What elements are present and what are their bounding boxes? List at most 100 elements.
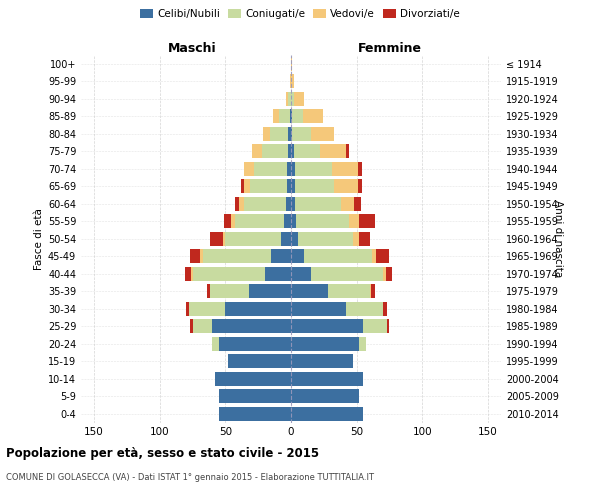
- Bar: [291, 144, 293, 158]
- Bar: [272, 110, 279, 123]
- Bar: [203, 250, 271, 263]
- Bar: [291, 354, 353, 368]
- Bar: [349, 214, 359, 228]
- Bar: [230, 214, 235, 228]
- Bar: [291, 127, 292, 140]
- Bar: [251, 144, 262, 158]
- Bar: [359, 337, 366, 350]
- Bar: [290, 110, 291, 123]
- Bar: [291, 232, 298, 245]
- Bar: [311, 267, 383, 280]
- Bar: [185, 267, 191, 280]
- Bar: [383, 302, 387, 316]
- Bar: [188, 302, 226, 316]
- Bar: [215, 372, 291, 386]
- Text: Maschi: Maschi: [168, 42, 217, 55]
- Bar: [291, 320, 363, 333]
- Bar: [212, 337, 219, 350]
- Bar: [293, 144, 320, 158]
- Bar: [219, 390, 291, 403]
- Bar: [291, 267, 311, 280]
- Bar: [291, 337, 359, 350]
- Bar: [291, 110, 292, 123]
- Bar: [263, 127, 270, 140]
- Bar: [386, 267, 392, 280]
- Bar: [209, 232, 223, 245]
- Bar: [291, 407, 363, 420]
- Bar: [244, 197, 286, 210]
- Bar: [287, 162, 291, 175]
- Bar: [358, 162, 362, 175]
- Bar: [279, 110, 290, 123]
- Bar: [303, 110, 323, 123]
- Bar: [200, 250, 203, 263]
- Bar: [262, 144, 289, 158]
- Bar: [311, 127, 334, 140]
- Bar: [292, 110, 303, 123]
- Bar: [186, 302, 188, 316]
- Bar: [289, 144, 291, 158]
- Bar: [304, 250, 373, 263]
- Bar: [358, 180, 362, 193]
- Bar: [370, 284, 371, 298]
- Bar: [359, 214, 375, 228]
- Bar: [295, 180, 334, 193]
- Bar: [286, 197, 291, 210]
- Text: Popolazione per età, sesso e stato civile - 2015: Popolazione per età, sesso e stato civil…: [6, 448, 319, 460]
- Bar: [289, 92, 291, 106]
- Text: COMUNE DI GOLASECCA (VA) - Dati ISTAT 1° gennaio 2015 - Elaborazione TUTTITALIA.: COMUNE DI GOLASECCA (VA) - Dati ISTAT 1°…: [6, 472, 374, 482]
- Bar: [298, 232, 353, 245]
- Bar: [353, 232, 359, 245]
- Bar: [346, 302, 383, 316]
- Bar: [239, 197, 244, 210]
- Bar: [224, 214, 230, 228]
- Y-axis label: Anni di nascita: Anni di nascita: [553, 200, 563, 278]
- Bar: [244, 162, 254, 175]
- Bar: [291, 180, 295, 193]
- Bar: [193, 267, 265, 280]
- Bar: [332, 162, 358, 175]
- Bar: [341, 197, 354, 210]
- Text: Femmine: Femmine: [358, 42, 421, 55]
- Bar: [346, 144, 349, 158]
- Bar: [295, 197, 341, 210]
- Bar: [226, 232, 281, 245]
- Bar: [212, 320, 291, 333]
- Bar: [244, 180, 250, 193]
- Legend: Celibi/Nubili, Coniugati/e, Vedovi/e, Divorziati/e: Celibi/Nubili, Coniugati/e, Vedovi/e, Di…: [136, 5, 464, 24]
- Bar: [292, 127, 311, 140]
- Bar: [270, 127, 289, 140]
- Bar: [387, 320, 389, 333]
- Bar: [376, 250, 389, 263]
- Bar: [219, 407, 291, 420]
- Bar: [249, 284, 291, 298]
- Bar: [191, 267, 193, 280]
- Bar: [281, 232, 291, 245]
- Bar: [291, 250, 304, 263]
- Bar: [284, 214, 291, 228]
- Bar: [223, 232, 226, 245]
- Bar: [291, 302, 346, 316]
- Bar: [287, 180, 291, 193]
- Bar: [228, 354, 291, 368]
- Bar: [295, 162, 332, 175]
- Bar: [291, 197, 295, 210]
- Bar: [289, 127, 291, 140]
- Bar: [219, 337, 291, 350]
- Bar: [265, 267, 291, 280]
- Bar: [250, 180, 287, 193]
- Bar: [291, 162, 295, 175]
- Y-axis label: Fasce di età: Fasce di età: [34, 208, 44, 270]
- Bar: [235, 197, 239, 210]
- Bar: [291, 92, 293, 106]
- Bar: [290, 74, 291, 88]
- Bar: [363, 320, 387, 333]
- Bar: [207, 284, 209, 298]
- Bar: [371, 284, 375, 298]
- Bar: [359, 232, 370, 245]
- Bar: [271, 250, 291, 263]
- Bar: [291, 74, 293, 88]
- Bar: [193, 320, 212, 333]
- Bar: [328, 284, 370, 298]
- Bar: [241, 180, 244, 193]
